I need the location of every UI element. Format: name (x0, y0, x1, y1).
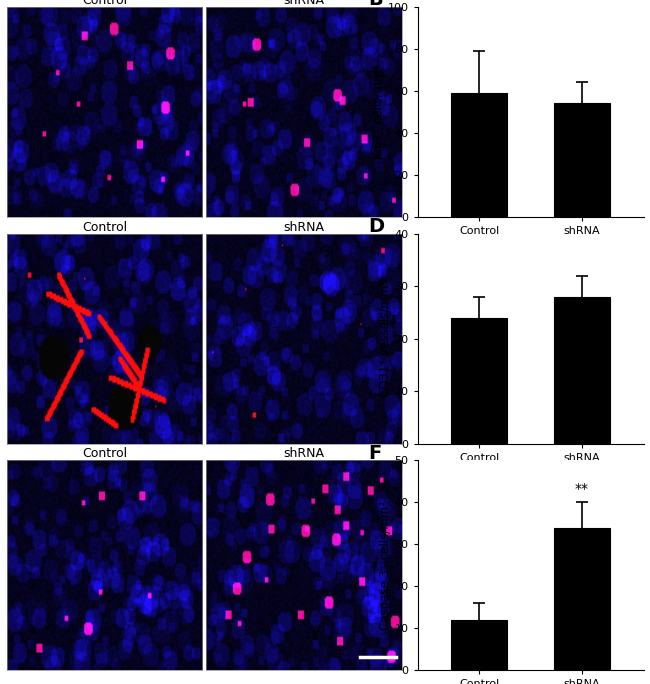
Bar (554, 297, 610, 443)
Bar (554, 527, 610, 670)
Title: Control: Control (82, 447, 127, 460)
Title: Control: Control (82, 0, 127, 7)
Title: shRNA: shRNA (283, 447, 324, 460)
Text: **: ** (575, 482, 589, 496)
Text: F: F (368, 443, 381, 462)
Title: Control: Control (82, 221, 127, 234)
Bar (554, 103, 610, 217)
Title: shRNA: shRNA (283, 221, 324, 234)
Bar (451, 317, 508, 443)
Y-axis label: Caspase 3⁺ cells/mm²: Caspase 3⁺ cells/mm² (378, 501, 391, 630)
Text: D: D (368, 217, 384, 236)
Text: B: B (368, 0, 383, 9)
Title: shRNA: shRNA (283, 0, 324, 7)
Bar (451, 620, 508, 670)
Y-axis label: CD31⁺ vessels/mm²: CD31⁺ vessels/mm² (378, 280, 391, 397)
Bar (451, 93, 508, 217)
Y-axis label: Ki67⁺ cells/mm²: Ki67⁺ cells/mm² (372, 65, 385, 159)
